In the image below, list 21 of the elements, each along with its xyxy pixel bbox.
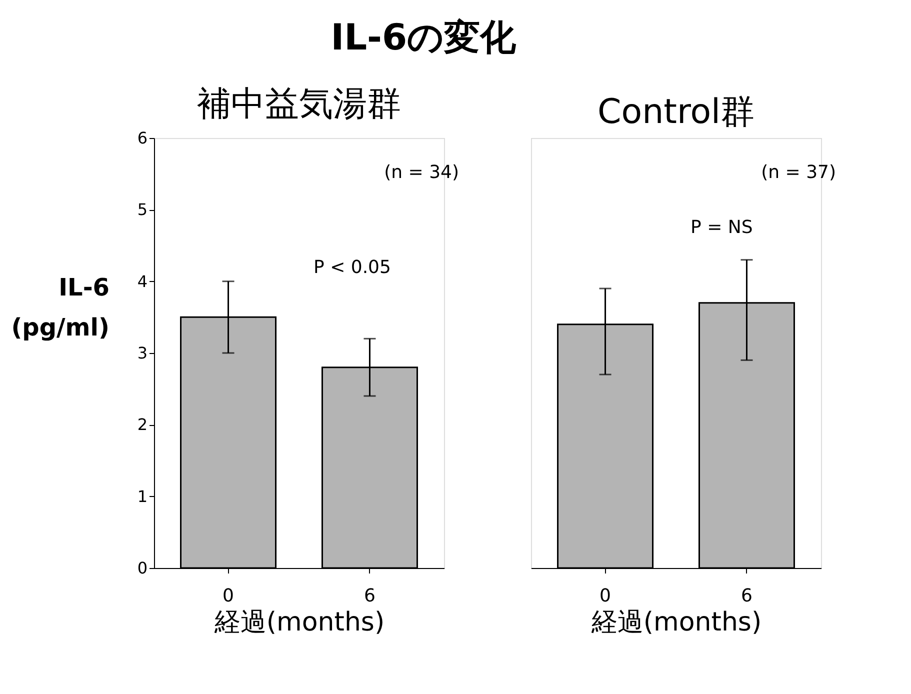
y-tick-label: 5 — [137, 200, 148, 220]
x-axis-title: 経過(months) — [213, 608, 385, 638]
chart-title: IL-6の変化 — [330, 18, 518, 58]
y-tick-label: 6 — [137, 128, 148, 148]
y-tick-label: 1 — [137, 486, 148, 506]
y-tick-label: 2 — [137, 415, 148, 434]
x-tick-label: 6 — [364, 586, 376, 606]
y-tick-label: 4 — [137, 272, 148, 291]
y-tick-label: 0 — [137, 558, 148, 578]
chart-subtitle: Control群 — [598, 92, 754, 132]
chart-subtitle: 補中益気湯群 — [197, 84, 401, 124]
annotation: (n = 34) — [384, 162, 459, 183]
y-axis-title: IL-6 (pg/ml) — [11, 274, 110, 342]
annotation: P = NS — [690, 217, 753, 238]
y-tick-label: 3 — [137, 344, 148, 362]
x-axis-title: 経過(months) — [590, 608, 762, 638]
x-tick-label: 0 — [222, 586, 234, 606]
x-tick-label: 0 — [600, 586, 611, 606]
annotation: P < 0.05 — [314, 257, 391, 278]
annotation: (n = 37) — [761, 162, 836, 183]
x-tick-label: 6 — [741, 586, 752, 606]
